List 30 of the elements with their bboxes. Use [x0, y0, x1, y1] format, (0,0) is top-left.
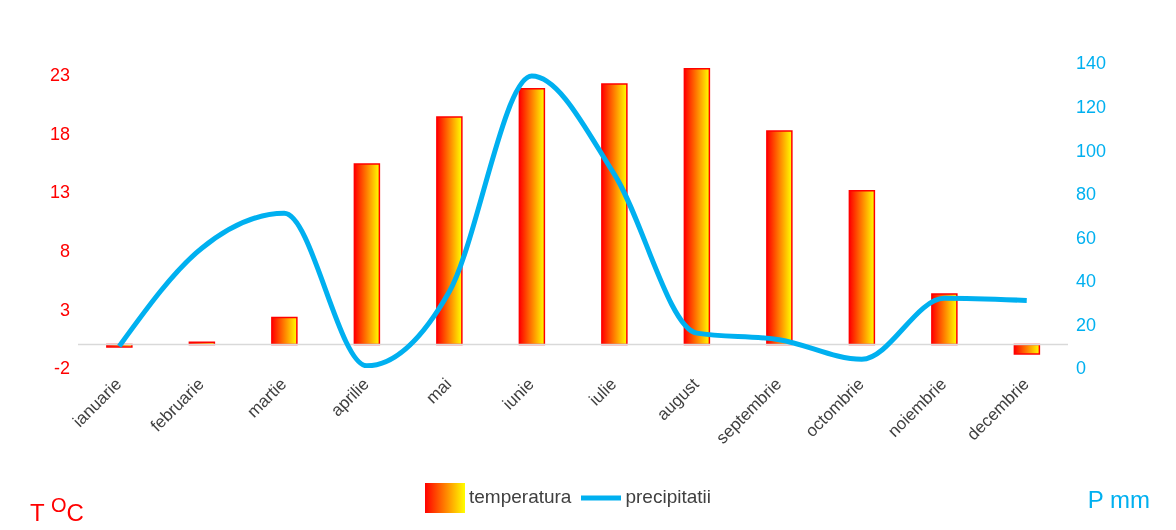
y-tick-label: 3	[59, 299, 70, 320]
bar	[436, 116, 463, 346]
bar	[766, 130, 793, 346]
y2-tick-label: 100	[1076, 140, 1107, 161]
bar	[848, 190, 876, 346]
y-axis-title: T $^{O}$C	[30, 494, 84, 527]
y2-tick-label: 80	[1076, 184, 1097, 205]
legend-label: temperatura	[469, 486, 572, 508]
y-tick-label: -2	[53, 358, 70, 379]
y2-tick-label: 60	[1076, 227, 1097, 248]
bar	[518, 88, 546, 346]
bar	[601, 83, 628, 346]
x-tick-label: iulie	[585, 374, 621, 410]
y2-tick-label: 40	[1076, 271, 1097, 292]
y-tick-label: 23	[49, 65, 70, 86]
y-tick-label: 13	[49, 182, 70, 203]
y2-tick-label: 120	[1076, 96, 1107, 117]
bar	[271, 316, 298, 346]
y2-tick-label: 140	[1076, 53, 1107, 74]
bar	[353, 163, 381, 346]
y2-tick-label: 20	[1076, 314, 1097, 335]
x-tick-label: mai	[422, 374, 456, 408]
bar	[1013, 343, 1041, 355]
legend-label: precipitatii	[625, 486, 711, 508]
bar	[683, 68, 711, 346]
y2-tick-label: 0	[1076, 358, 1087, 379]
y-tick-label: 18	[49, 123, 70, 144]
bar	[931, 293, 958, 346]
y-tick-label: 8	[59, 241, 70, 262]
y2-axis-title: P mm	[1087, 486, 1150, 514]
